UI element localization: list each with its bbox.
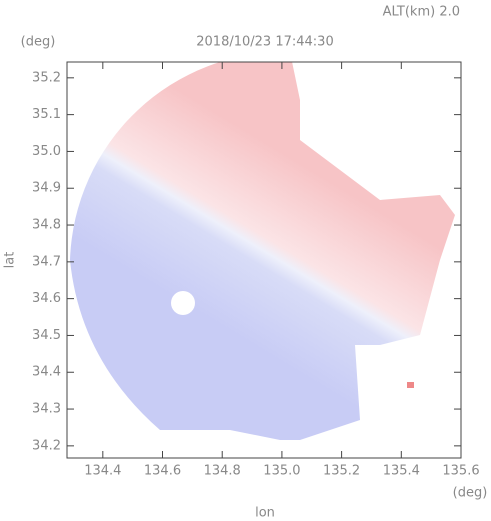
x-tick-label: 135.4 xyxy=(383,464,420,479)
y-tick-label: 34.3 xyxy=(32,402,61,417)
x-tick-label: 135.6 xyxy=(442,464,479,479)
x-tick-label: 134.6 xyxy=(144,464,181,479)
x-unit: (deg) xyxy=(453,486,488,501)
chart-title: 2018/10/23 17:44:30 xyxy=(196,35,333,50)
plot-frame xyxy=(66,61,462,459)
y-tick-label: 34.7 xyxy=(32,254,61,269)
y-tick-label: 35.1 xyxy=(32,107,61,122)
y-tick-label: 34.5 xyxy=(32,328,61,343)
x-tick-label: 134.8 xyxy=(204,464,241,479)
y-axis-label: lat xyxy=(3,252,18,269)
velocity-field xyxy=(70,62,455,440)
y-tick-label: 34.8 xyxy=(32,218,61,233)
altitude-label: ALT(km) 2.0 xyxy=(383,5,460,20)
y-tick-label: 35.0 xyxy=(32,144,61,159)
y-tick-label: 34.9 xyxy=(32,181,61,196)
y-unit: (deg) xyxy=(21,35,56,50)
x-axis-label: lon xyxy=(255,506,275,521)
y-tick-label: 34.4 xyxy=(32,365,61,380)
y-tick-label: 34.2 xyxy=(32,438,61,453)
x-tick-label: 135.0 xyxy=(263,464,300,479)
x-tick-label: 134.4 xyxy=(84,464,121,479)
y-tick-label: 34.6 xyxy=(32,291,61,306)
y-tick-label: 35.2 xyxy=(32,70,61,85)
x-tick-label: 135.2 xyxy=(323,464,360,479)
